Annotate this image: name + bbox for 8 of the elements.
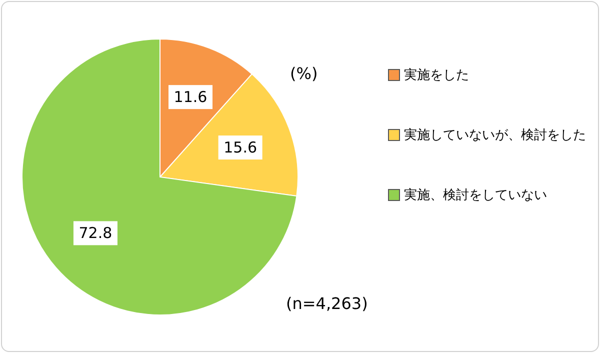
legend-label: 実施をした: [404, 67, 469, 84]
legend-label: 実施、検討をしていない: [404, 187, 547, 204]
data-label: 11.6: [174, 88, 208, 106]
text: (%): [290, 64, 318, 83]
data-label: 15.6: [224, 138, 258, 157]
legend-label: 実施していないが、検討をした: [404, 127, 586, 144]
text: (n=4,263): [286, 294, 368, 313]
data-label: 72.8: [78, 224, 112, 242]
